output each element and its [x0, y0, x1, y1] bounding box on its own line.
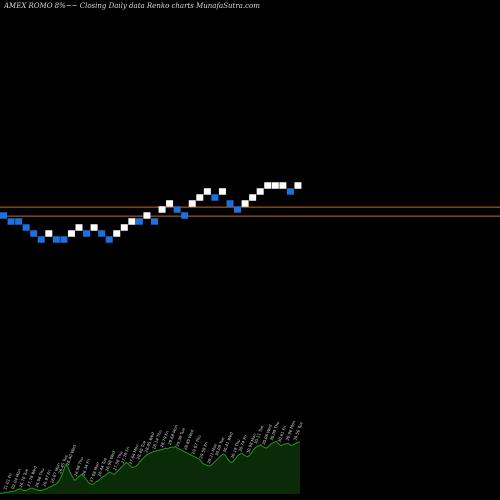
- volume-label: 30.19 Thu: [230, 438, 242, 459]
- renko-brick-up: [196, 194, 204, 201]
- volume-label: 29.07 Thu: [190, 434, 202, 455]
- volume-label: 27.79 Fri: [120, 446, 131, 464]
- renko-brick-down: [211, 194, 219, 201]
- volume-label: 30.61 Fri: [277, 425, 288, 443]
- renko-brick-up: [143, 212, 151, 219]
- renko-brick-up: [264, 182, 272, 189]
- renko-brick-up: [158, 206, 166, 213]
- renko-brick-up: [90, 224, 98, 231]
- volume-label: 30.08 Tue: [214, 436, 226, 457]
- volume-label: 26.78 Tue: [18, 468, 30, 489]
- renko-brick-down: [234, 206, 242, 213]
- renko-brick-up: [249, 194, 257, 201]
- volume-label: 30.74 Fri: [237, 434, 248, 452]
- volume-label: 29.39 Tue: [175, 427, 187, 448]
- renko-brick-up: [218, 188, 226, 195]
- renko-brick-down: [15, 218, 23, 225]
- renko-brick-up: [45, 230, 53, 237]
- volume-label: 26.45 Tue: [57, 454, 69, 475]
- volume-label: 30.56 Tue: [292, 421, 304, 442]
- renko-brick-down: [0, 212, 7, 219]
- renko-brick-up: [120, 224, 128, 231]
- reference-lines: [0, 206, 500, 217]
- renko-brick-down: [22, 224, 30, 231]
- renko-brick-up: [279, 182, 287, 189]
- renko-brick-down: [30, 230, 38, 237]
- volume-label: 28.40 Tue: [135, 439, 147, 460]
- renko-brick-down: [83, 230, 91, 237]
- volume-label: 26.98 Thu: [73, 456, 85, 477]
- volume-label: 30.09 Thu: [269, 420, 281, 441]
- volume-label: 29.58 Fri: [198, 441, 209, 459]
- volume-label: 26.34 Fri: [81, 458, 92, 476]
- renko-bricks: [0, 182, 302, 243]
- renko-brick-up: [241, 200, 249, 207]
- renko-brick-down: [173, 206, 181, 213]
- renko-brick-down: [52, 236, 60, 243]
- renko-brick-up: [128, 218, 136, 225]
- renko-brick-down: [286, 188, 294, 195]
- volume-label: 28.14 Thu: [151, 429, 163, 450]
- volume-label: 27.58 Thu: [112, 450, 124, 471]
- volume-panel: [0, 440, 300, 494]
- renko-brick-up: [271, 182, 279, 189]
- renko-brick-down: [60, 236, 68, 243]
- renko-brick-up: [256, 188, 264, 195]
- renko-brick-up: [67, 230, 75, 237]
- renko-brick-down: [98, 230, 106, 237]
- renko-brick-down: [7, 218, 15, 225]
- volume-label: 26.44 Tue: [96, 456, 108, 477]
- renko-brick-up: [75, 224, 83, 231]
- volume-label: 31.01 Fri: [2, 472, 13, 490]
- renko-brick-up: [203, 188, 211, 195]
- volume-label: 26.97 Fri: [41, 469, 52, 487]
- renko-brick-up: [113, 230, 121, 237]
- chart-title: AMEX ROMO 8%~~ Closing Daily data Renko …: [4, 2, 260, 10]
- renko-brick-down: [105, 236, 113, 243]
- volume-label: 28.98 Thu: [34, 467, 46, 488]
- renko-brick-down: [226, 200, 234, 207]
- volume-label: 26.40 Wed: [65, 444, 77, 466]
- volume-label: 28.79 Fri: [159, 430, 170, 448]
- renko-brick-up: [294, 182, 302, 189]
- volume-label: 30.11 Tue: [253, 424, 265, 445]
- renko-brick-up: [188, 200, 196, 207]
- renko-brick-down: [151, 218, 158, 225]
- volume-edge: [0, 440, 300, 494]
- renko-brick-down: [135, 218, 143, 225]
- renko-brick-down: [37, 236, 45, 243]
- renko-brick-down: [181, 212, 189, 219]
- renko-brick-up: [166, 200, 174, 207]
